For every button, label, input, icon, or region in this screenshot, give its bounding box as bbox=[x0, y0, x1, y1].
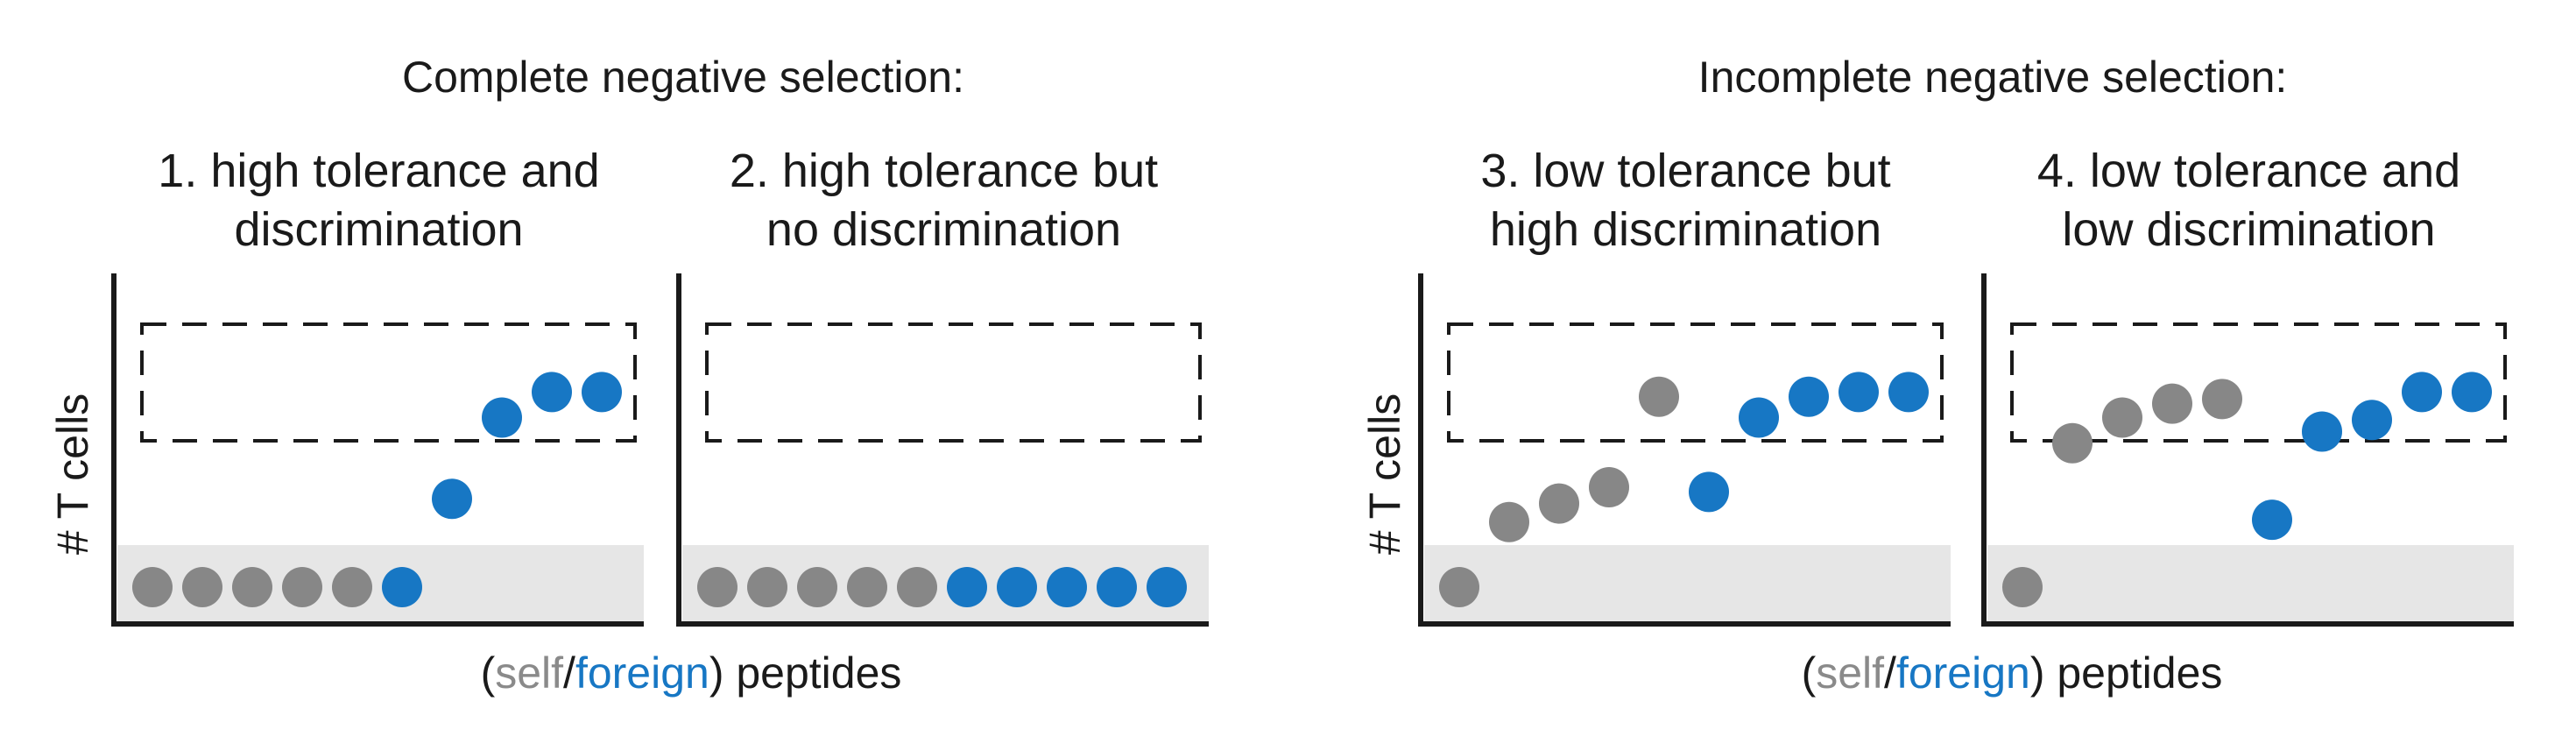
panel-1: 1. high tolerance and discrimination bbox=[111, 145, 644, 627]
x-label-open: ( bbox=[481, 648, 496, 698]
self-peptide-dot bbox=[847, 567, 887, 607]
foreign-peptide-dot bbox=[1739, 397, 1779, 438]
panel-2: 2. high tolerance but no discrimination bbox=[676, 145, 1209, 627]
self-peptide-dot bbox=[132, 567, 173, 607]
x-label-foreign: foreign bbox=[1896, 648, 2030, 698]
panel-3: 3. low tolerance but high discrimination bbox=[1418, 145, 1951, 627]
self-peptide-dot bbox=[2202, 379, 2242, 420]
x-label-self: self bbox=[495, 648, 563, 698]
foreign-peptide-dot bbox=[2402, 372, 2442, 413]
group-title-complete: Complete negative selection: bbox=[402, 53, 964, 102]
panels: 1. high tolerance and discrimination 2. hi… bbox=[111, 145, 2514, 627]
panel-title-line1: 2. high tolerance but bbox=[730, 145, 1158, 197]
self-peptide-dot bbox=[332, 567, 372, 607]
axes bbox=[1418, 273, 1951, 627]
self-peptide-dot bbox=[897, 567, 937, 607]
foreign-peptide-dot bbox=[382, 567, 422, 607]
self-peptide-dot bbox=[797, 567, 837, 607]
activation-window-box bbox=[2010, 322, 2507, 443]
x-label-self: self bbox=[1816, 648, 1884, 698]
foreign-peptide-dot bbox=[2352, 400, 2392, 441]
self-peptide-dot bbox=[747, 567, 787, 607]
foreign-peptide-dot bbox=[947, 567, 987, 607]
self-peptide-dot bbox=[1539, 483, 1579, 524]
x-axis-label-right: (self/foreign) peptides bbox=[1802, 648, 2223, 698]
deletion-band bbox=[1987, 545, 2514, 624]
foreign-peptide-dot bbox=[1147, 567, 1187, 607]
x-label-close: ) peptides bbox=[709, 648, 902, 698]
foreign-peptide-dot bbox=[1689, 471, 1729, 513]
x-label-slash: / bbox=[1884, 648, 1896, 698]
self-peptide-dot bbox=[1589, 467, 1629, 508]
activation-window-box bbox=[140, 322, 637, 443]
panel-4: 4. low tolerance and low discrimination bbox=[1981, 145, 2514, 627]
panel-title-line2: high discrimination bbox=[1490, 203, 1881, 256]
activation-window-box bbox=[1447, 322, 1944, 443]
self-peptide-dot bbox=[1489, 501, 1529, 542]
self-peptide-dot bbox=[2102, 397, 2142, 438]
axes bbox=[1981, 273, 2514, 627]
x-label-open: ( bbox=[1802, 648, 1817, 698]
activation-window-box bbox=[705, 322, 1202, 443]
self-peptide-dot bbox=[282, 567, 322, 607]
foreign-peptide-dot bbox=[582, 372, 622, 413]
panel-title-line2: low discrimination bbox=[2062, 203, 2435, 256]
axes bbox=[111, 273, 644, 627]
panel-title-line1: 1. high tolerance and bbox=[158, 145, 599, 197]
deletion-band bbox=[1424, 545, 1951, 624]
panel-title-line1: 3. low tolerance but bbox=[1480, 145, 1890, 197]
foreign-peptide-dot bbox=[432, 478, 472, 520]
foreign-peptide-dot bbox=[2452, 372, 2492, 413]
self-peptide-dot bbox=[697, 567, 738, 607]
x-axis-label-left: (self/foreign) peptides bbox=[481, 648, 902, 698]
y-axis-label-right: # T cells bbox=[1360, 393, 1409, 555]
self-peptide-dot bbox=[1639, 376, 1679, 417]
self-peptide-dot bbox=[182, 567, 222, 607]
panel-title-line2: discrimination bbox=[234, 203, 523, 256]
foreign-peptide-dot bbox=[1789, 376, 1829, 417]
group-title-incomplete: Incomplete negative selection: bbox=[1698, 53, 2288, 102]
panel-title-line1: 4. low tolerance and bbox=[2037, 145, 2460, 197]
foreign-peptide-dot bbox=[482, 397, 522, 438]
foreign-peptide-dot bbox=[1047, 567, 1087, 607]
foreign-peptide-dot bbox=[997, 567, 1037, 607]
foreign-peptide-dot bbox=[1888, 372, 1929, 413]
foreign-peptide-dot bbox=[1838, 372, 1879, 413]
axes bbox=[676, 273, 1209, 627]
x-label-close: ) peptides bbox=[2030, 648, 2223, 698]
self-peptide-dot bbox=[1439, 567, 1479, 607]
panel-title-line2: no discrimination bbox=[766, 203, 1121, 256]
self-peptide-dot bbox=[2152, 383, 2192, 424]
y-axis-label-left: # T cells bbox=[48, 393, 97, 555]
self-peptide-dot bbox=[2052, 422, 2093, 464]
foreign-peptide-dot bbox=[532, 372, 572, 413]
self-peptide-dot bbox=[2002, 567, 2043, 607]
foreign-peptide-dot bbox=[1097, 567, 1137, 607]
self-peptide-dot bbox=[232, 567, 272, 607]
foreign-peptide-dot bbox=[2302, 411, 2342, 452]
x-label-slash: / bbox=[563, 648, 575, 698]
foreign-peptide-dot bbox=[2252, 499, 2292, 541]
x-label-foreign: foreign bbox=[575, 648, 709, 698]
